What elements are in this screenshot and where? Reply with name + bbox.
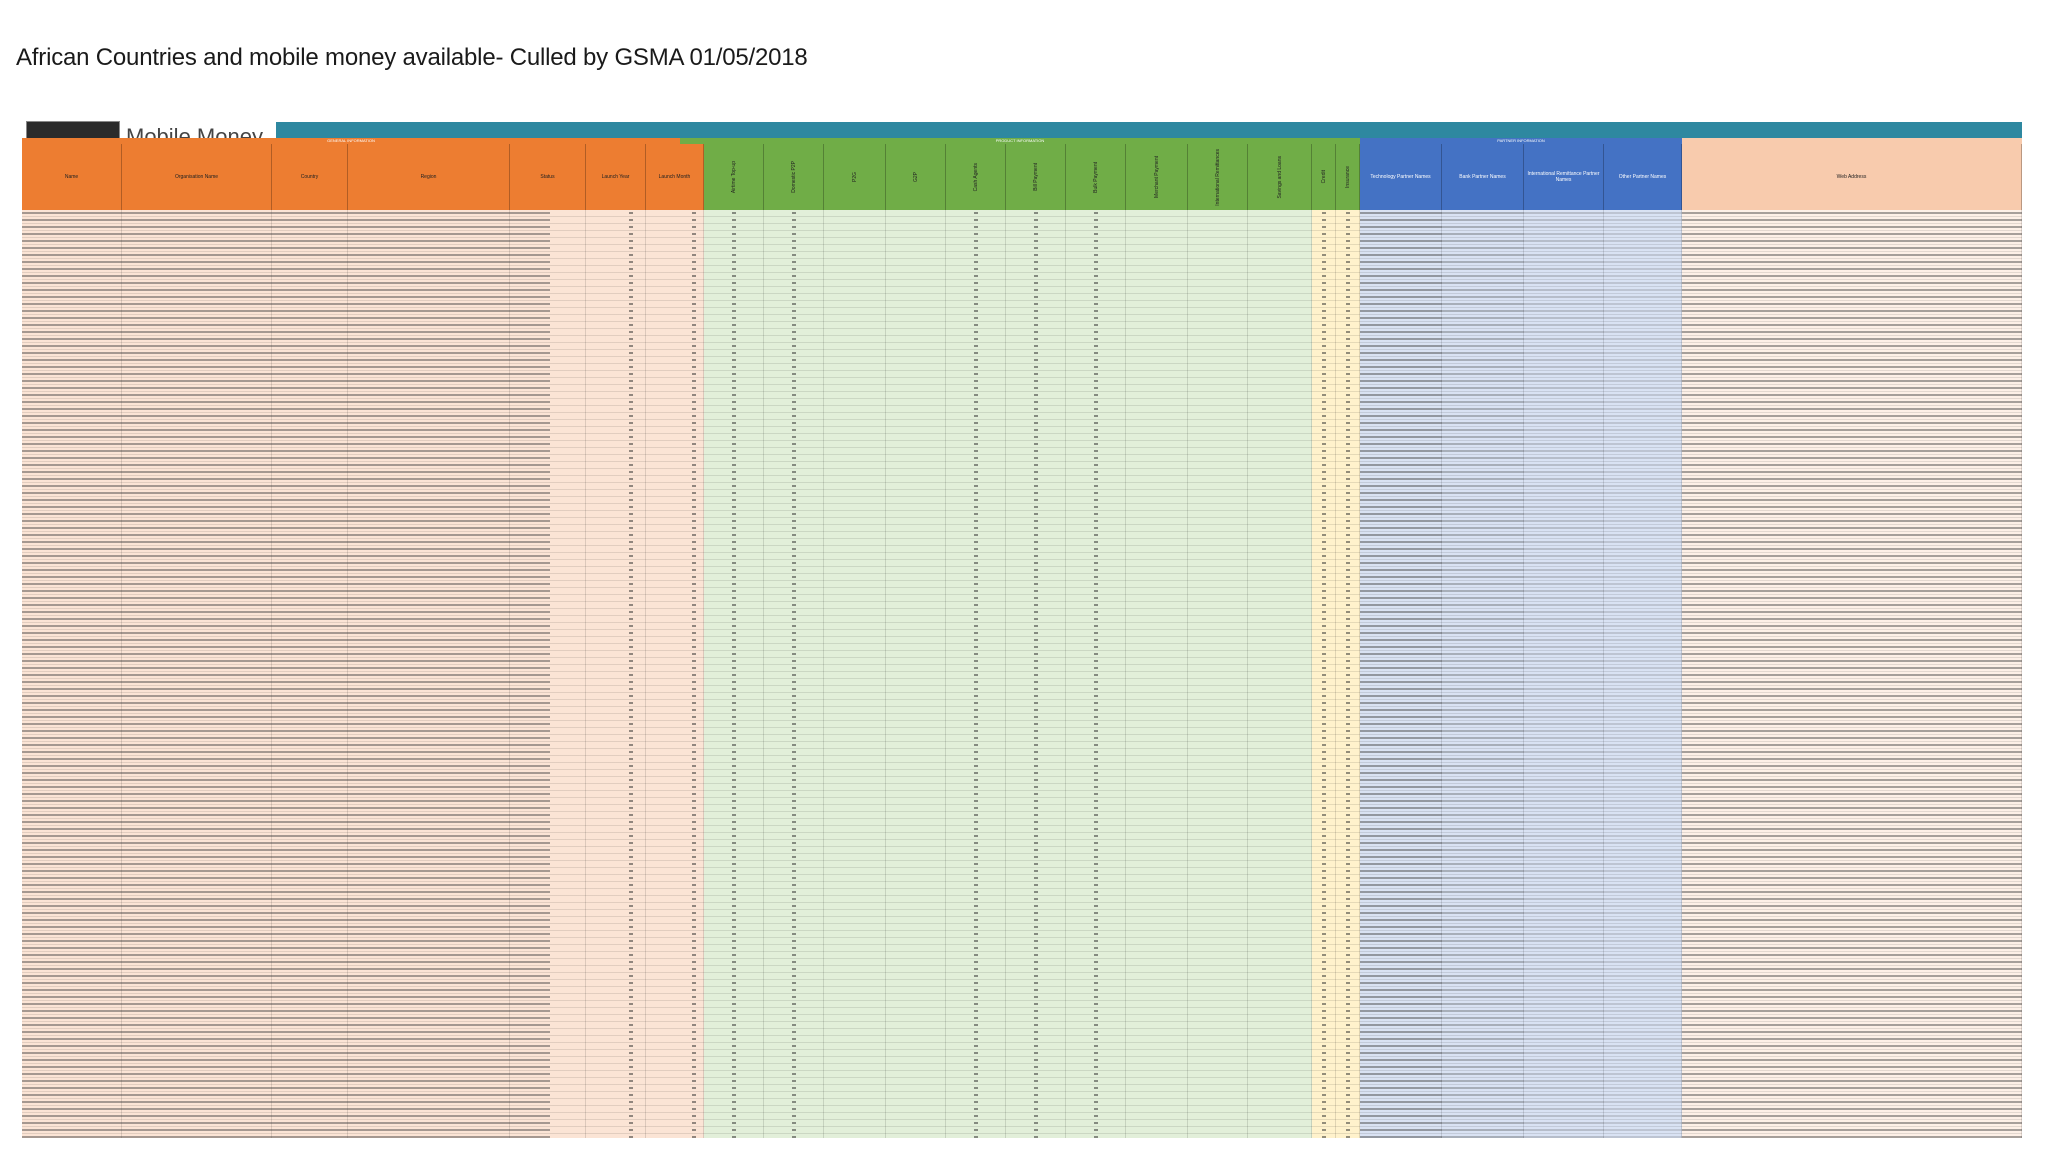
group-partner-information: PARTNER INFORMATION <box>1360 138 1682 144</box>
col-p2p <box>764 210 824 1138</box>
col-intl-remittances <box>1188 210 1248 1138</box>
col-launch-year <box>586 210 646 1138</box>
col-header-bulk-payment: Bulk Payment <box>1066 144 1126 210</box>
col-header-cash-agents: Cash Agents <box>946 144 1006 210</box>
col-header-insurance: Insurance <box>1336 144 1360 210</box>
table-body <box>22 210 2022 1138</box>
col-header-name: Name <box>22 144 122 210</box>
col-header-airtime: Airtime Top-up <box>704 144 764 210</box>
col-technology-partner <box>1360 210 1442 1138</box>
col-header-intl-remittances: International Remittances <box>1188 144 1248 210</box>
col-savings-loans <box>1248 210 1312 1138</box>
col-bulk-payment <box>1066 210 1126 1138</box>
col-header-country: Country <box>272 144 348 210</box>
col-header-region: Region <box>348 144 510 210</box>
col-merchant-payment <box>1126 210 1188 1138</box>
col-p2g <box>824 210 886 1138</box>
col-header-savings-loans-label: Savings and Loans <box>1276 155 1283 199</box>
col-header-bulk-payment-label: Bulk Payment <box>1092 161 1099 193</box>
col-credit <box>1312 210 1336 1138</box>
column-headers: Name Organisation Name Country Region St… <box>22 144 2022 210</box>
col-bill-payment <box>1006 210 1066 1138</box>
col-region <box>348 210 510 1138</box>
group-web <box>1682 138 2022 144</box>
col-name <box>22 210 122 1138</box>
col-header-insurance-label: Insurance <box>1344 166 1351 188</box>
col-header-launch-month: Launch Month <box>646 144 704 210</box>
col-status <box>510 210 586 1138</box>
column-groups: GENERAL INFORMATION PRODUCT INFORMATION … <box>22 138 2022 144</box>
header-band <box>276 122 2022 138</box>
col-header-bank-partner: Bank Partner Names <box>1442 144 1524 210</box>
col-header-technology-partner: Technology Partner Names <box>1360 144 1442 210</box>
col-intl-remittance-partner <box>1524 210 1604 1138</box>
col-header-cash-agents-label: Cash Agents <box>972 162 979 192</box>
col-header-merchant-payment-label: Merchant Payment <box>1153 156 1160 198</box>
col-header-merchant-payment: Merchant Payment <box>1126 144 1188 210</box>
page-title: African Countries and mobile money avail… <box>16 44 808 71</box>
col-cash-agents <box>946 210 1006 1138</box>
col-airtime <box>704 210 764 1138</box>
col-header-status: Status <box>510 144 586 210</box>
col-header-credit-label: Credit <box>1320 170 1327 184</box>
group-general-information: GENERAL INFORMATION <box>22 138 680 144</box>
col-g2p <box>886 210 946 1138</box>
col-bank-partner <box>1442 210 1524 1138</box>
col-header-g2p: G2P <box>886 144 946 210</box>
col-header-savings-loans: Savings and Loans <box>1248 144 1312 210</box>
col-header-web-address: Web Address <box>1682 144 2022 210</box>
col-header-organisation: Organisation Name <box>122 144 272 210</box>
col-header-airtime-label: Airtime Top-up <box>730 160 737 194</box>
col-header-bill-payment-label: Bill Payment <box>1032 163 1039 191</box>
spreadsheet: GENERAL INFORMATION PRODUCT INFORMATION … <box>22 138 2022 1138</box>
col-header-p2g: P2G <box>824 144 886 210</box>
col-insurance <box>1336 210 1360 1138</box>
group-product-information: PRODUCT INFORMATION <box>680 138 1360 144</box>
col-organisation <box>122 210 272 1138</box>
col-header-p2g-label: P2G <box>851 171 858 182</box>
col-country <box>272 210 348 1138</box>
col-header-p2p-label: Domestic P2P <box>790 161 797 193</box>
col-header-g2p-label: G2P <box>912 171 919 182</box>
col-web-address <box>1682 210 2022 1138</box>
col-other-partner <box>1604 210 1682 1138</box>
col-header-p2p: Domestic P2P <box>764 144 824 210</box>
col-header-intl-remittances-label: International Remittances <box>1214 148 1221 206</box>
col-header-launch-year: Launch Year <box>586 144 646 210</box>
col-header-intl-remittance-partner: International Remittance Partner Names <box>1524 144 1604 210</box>
col-header-bill-payment: Bill Payment <box>1006 144 1066 210</box>
col-header-other-partner: Other Partner Names <box>1604 144 1682 210</box>
col-launch-month <box>646 210 704 1138</box>
table-rows <box>22 210 2022 1138</box>
col-header-credit: Credit <box>1312 144 1336 210</box>
